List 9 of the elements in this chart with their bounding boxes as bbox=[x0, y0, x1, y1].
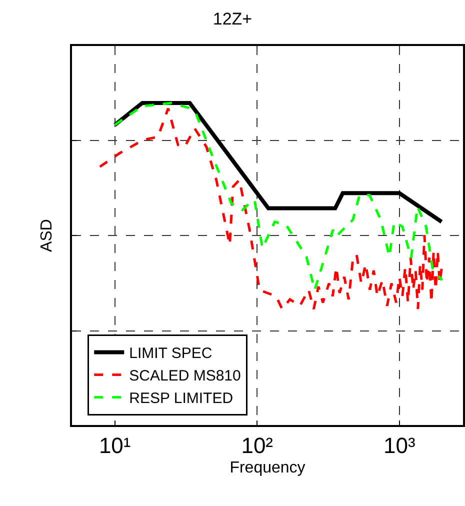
x-tick-label: 10³ bbox=[383, 433, 416, 458]
legend-label: SCALED MS810 bbox=[129, 368, 241, 385]
y-axis-title: ASD bbox=[38, 219, 56, 252]
chart-title: 12Z+ bbox=[212, 10, 252, 29]
legend-label: LIMIT SPEC bbox=[129, 345, 212, 362]
x-tick-label: 10² bbox=[241, 433, 273, 458]
legend-label: RESP LIMITED bbox=[129, 390, 234, 408]
x-axis-title: Frequency bbox=[230, 459, 306, 476]
x-tick-label: 10¹ bbox=[98, 433, 131, 458]
